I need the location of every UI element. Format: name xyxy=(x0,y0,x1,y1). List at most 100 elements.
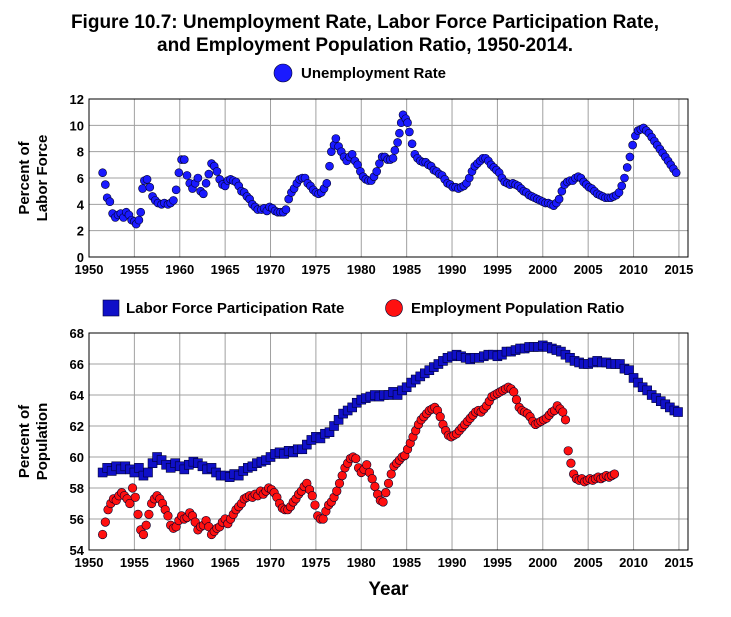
x-tick-label: 1990 xyxy=(438,262,467,277)
y-tick-label: 2 xyxy=(77,224,84,239)
x-tick-label: 1955 xyxy=(120,262,149,277)
data-point xyxy=(127,483,138,493)
data-point xyxy=(403,118,412,127)
x-tick-label: 1975 xyxy=(301,555,330,570)
data-point xyxy=(182,171,192,180)
x-tick-label: 1965 xyxy=(211,262,240,277)
x-tick-label: 2005 xyxy=(574,555,603,570)
legend-label-employment-population-ratio: Employment Population Ratio xyxy=(411,300,624,317)
plot-frame xyxy=(88,332,689,551)
x-tick-label: 1960 xyxy=(165,555,194,570)
x-tick-label: 2000 xyxy=(528,555,557,570)
data-point xyxy=(558,407,568,417)
data-point xyxy=(337,471,347,481)
data-point xyxy=(199,189,208,199)
data-point xyxy=(143,467,153,478)
data-point xyxy=(193,173,203,183)
y-tick-label: 66 xyxy=(70,357,84,372)
data-point xyxy=(130,492,140,502)
data-point xyxy=(325,161,334,171)
data-point xyxy=(617,181,627,191)
data-point xyxy=(386,469,396,479)
data-point xyxy=(367,474,377,484)
x-tick-label: 2010 xyxy=(619,555,648,570)
data-point xyxy=(388,153,398,163)
data-point xyxy=(142,175,152,184)
data-point xyxy=(566,458,576,468)
y-axis-label: Percent ofPopulation xyxy=(16,403,51,481)
y-tick-label: 4 xyxy=(77,197,85,212)
y-tick-label: 60 xyxy=(70,450,84,465)
x-tick-label: 1955 xyxy=(120,555,149,570)
y-tick-label: 6 xyxy=(77,171,84,186)
y-tick-label: 0 xyxy=(77,250,84,265)
data-point xyxy=(622,163,632,172)
data-point xyxy=(331,134,341,143)
y-tick-label: 56 xyxy=(70,512,84,527)
data-point xyxy=(511,395,522,405)
data-point xyxy=(307,491,317,501)
x-tick-label: 1970 xyxy=(256,262,285,277)
data-point xyxy=(138,529,149,540)
y-axis-label: Percent ofLabor Force xyxy=(16,135,51,222)
data-point xyxy=(509,387,519,397)
data-point xyxy=(372,167,382,176)
series-labor-force-participation-rate xyxy=(97,340,683,482)
x-tick-label: 1950 xyxy=(75,555,104,570)
legend-marker-employment-population-ratio xyxy=(385,299,403,317)
data-point xyxy=(390,146,400,155)
data-point xyxy=(435,412,445,422)
x-tick-label: 1980 xyxy=(347,555,376,570)
chart-title-line2: and Employment Population Ratio, 1950-20… xyxy=(157,35,573,56)
series-unemployment-rate xyxy=(98,110,681,229)
data-point xyxy=(144,509,154,519)
data-point xyxy=(133,509,143,519)
data-point xyxy=(370,481,380,492)
data-point xyxy=(405,127,414,137)
data-point xyxy=(101,180,110,189)
x-tick-label: 1960 xyxy=(165,262,194,277)
x-tick-label: 2015 xyxy=(664,555,693,570)
legend-label-unemployment-rate: Unemployment Rate xyxy=(301,65,446,82)
data-point xyxy=(609,469,620,479)
data-point xyxy=(560,415,571,425)
data-point xyxy=(620,173,629,183)
data-point xyxy=(169,196,178,205)
y-tick-label: 8 xyxy=(77,145,84,160)
data-point xyxy=(554,194,564,204)
x-tick-label: 1995 xyxy=(483,262,512,277)
x-tick-label: 1970 xyxy=(256,555,285,570)
y-tick-label: 68 xyxy=(70,326,84,341)
data-point xyxy=(201,178,211,188)
data-point xyxy=(383,478,394,488)
data-point xyxy=(378,497,388,507)
x-tick-label: 1965 xyxy=(211,555,240,570)
y-tick-label: 54 xyxy=(70,543,85,558)
data-point xyxy=(395,128,404,138)
y-tick-label: 12 xyxy=(70,92,84,107)
data-point xyxy=(318,514,328,524)
unemployment-chart: 1950 1955 1960 1965 1970 1975 1980 1985 1990 1995… xyxy=(16,63,693,277)
data-point xyxy=(138,184,147,193)
chart-title-line1: Figure 10.7: Unemployment Rate, Labor Fo… xyxy=(71,12,659,33)
data-point xyxy=(179,155,189,164)
data-point xyxy=(393,138,402,147)
data-point xyxy=(136,207,146,217)
data-point xyxy=(163,511,173,521)
x-axis-label: Year xyxy=(368,579,409,600)
data-point xyxy=(407,139,417,149)
data-point xyxy=(171,185,181,195)
x-tick-label: 2005 xyxy=(574,262,603,277)
y-tick-label: 58 xyxy=(70,481,84,496)
legend-label-labor-force-participation-rate: Labor Force Participation Rate xyxy=(126,300,344,317)
series-employment-population-ratio xyxy=(98,382,620,540)
data-point xyxy=(212,167,222,176)
x-tick-label: 1975 xyxy=(301,262,330,277)
data-point xyxy=(141,520,151,530)
data-point xyxy=(100,517,110,527)
legend-marker-unemployment-rate xyxy=(273,63,293,83)
data-point xyxy=(310,500,320,510)
y-tick-label: 62 xyxy=(70,419,84,434)
data-point xyxy=(125,498,135,509)
